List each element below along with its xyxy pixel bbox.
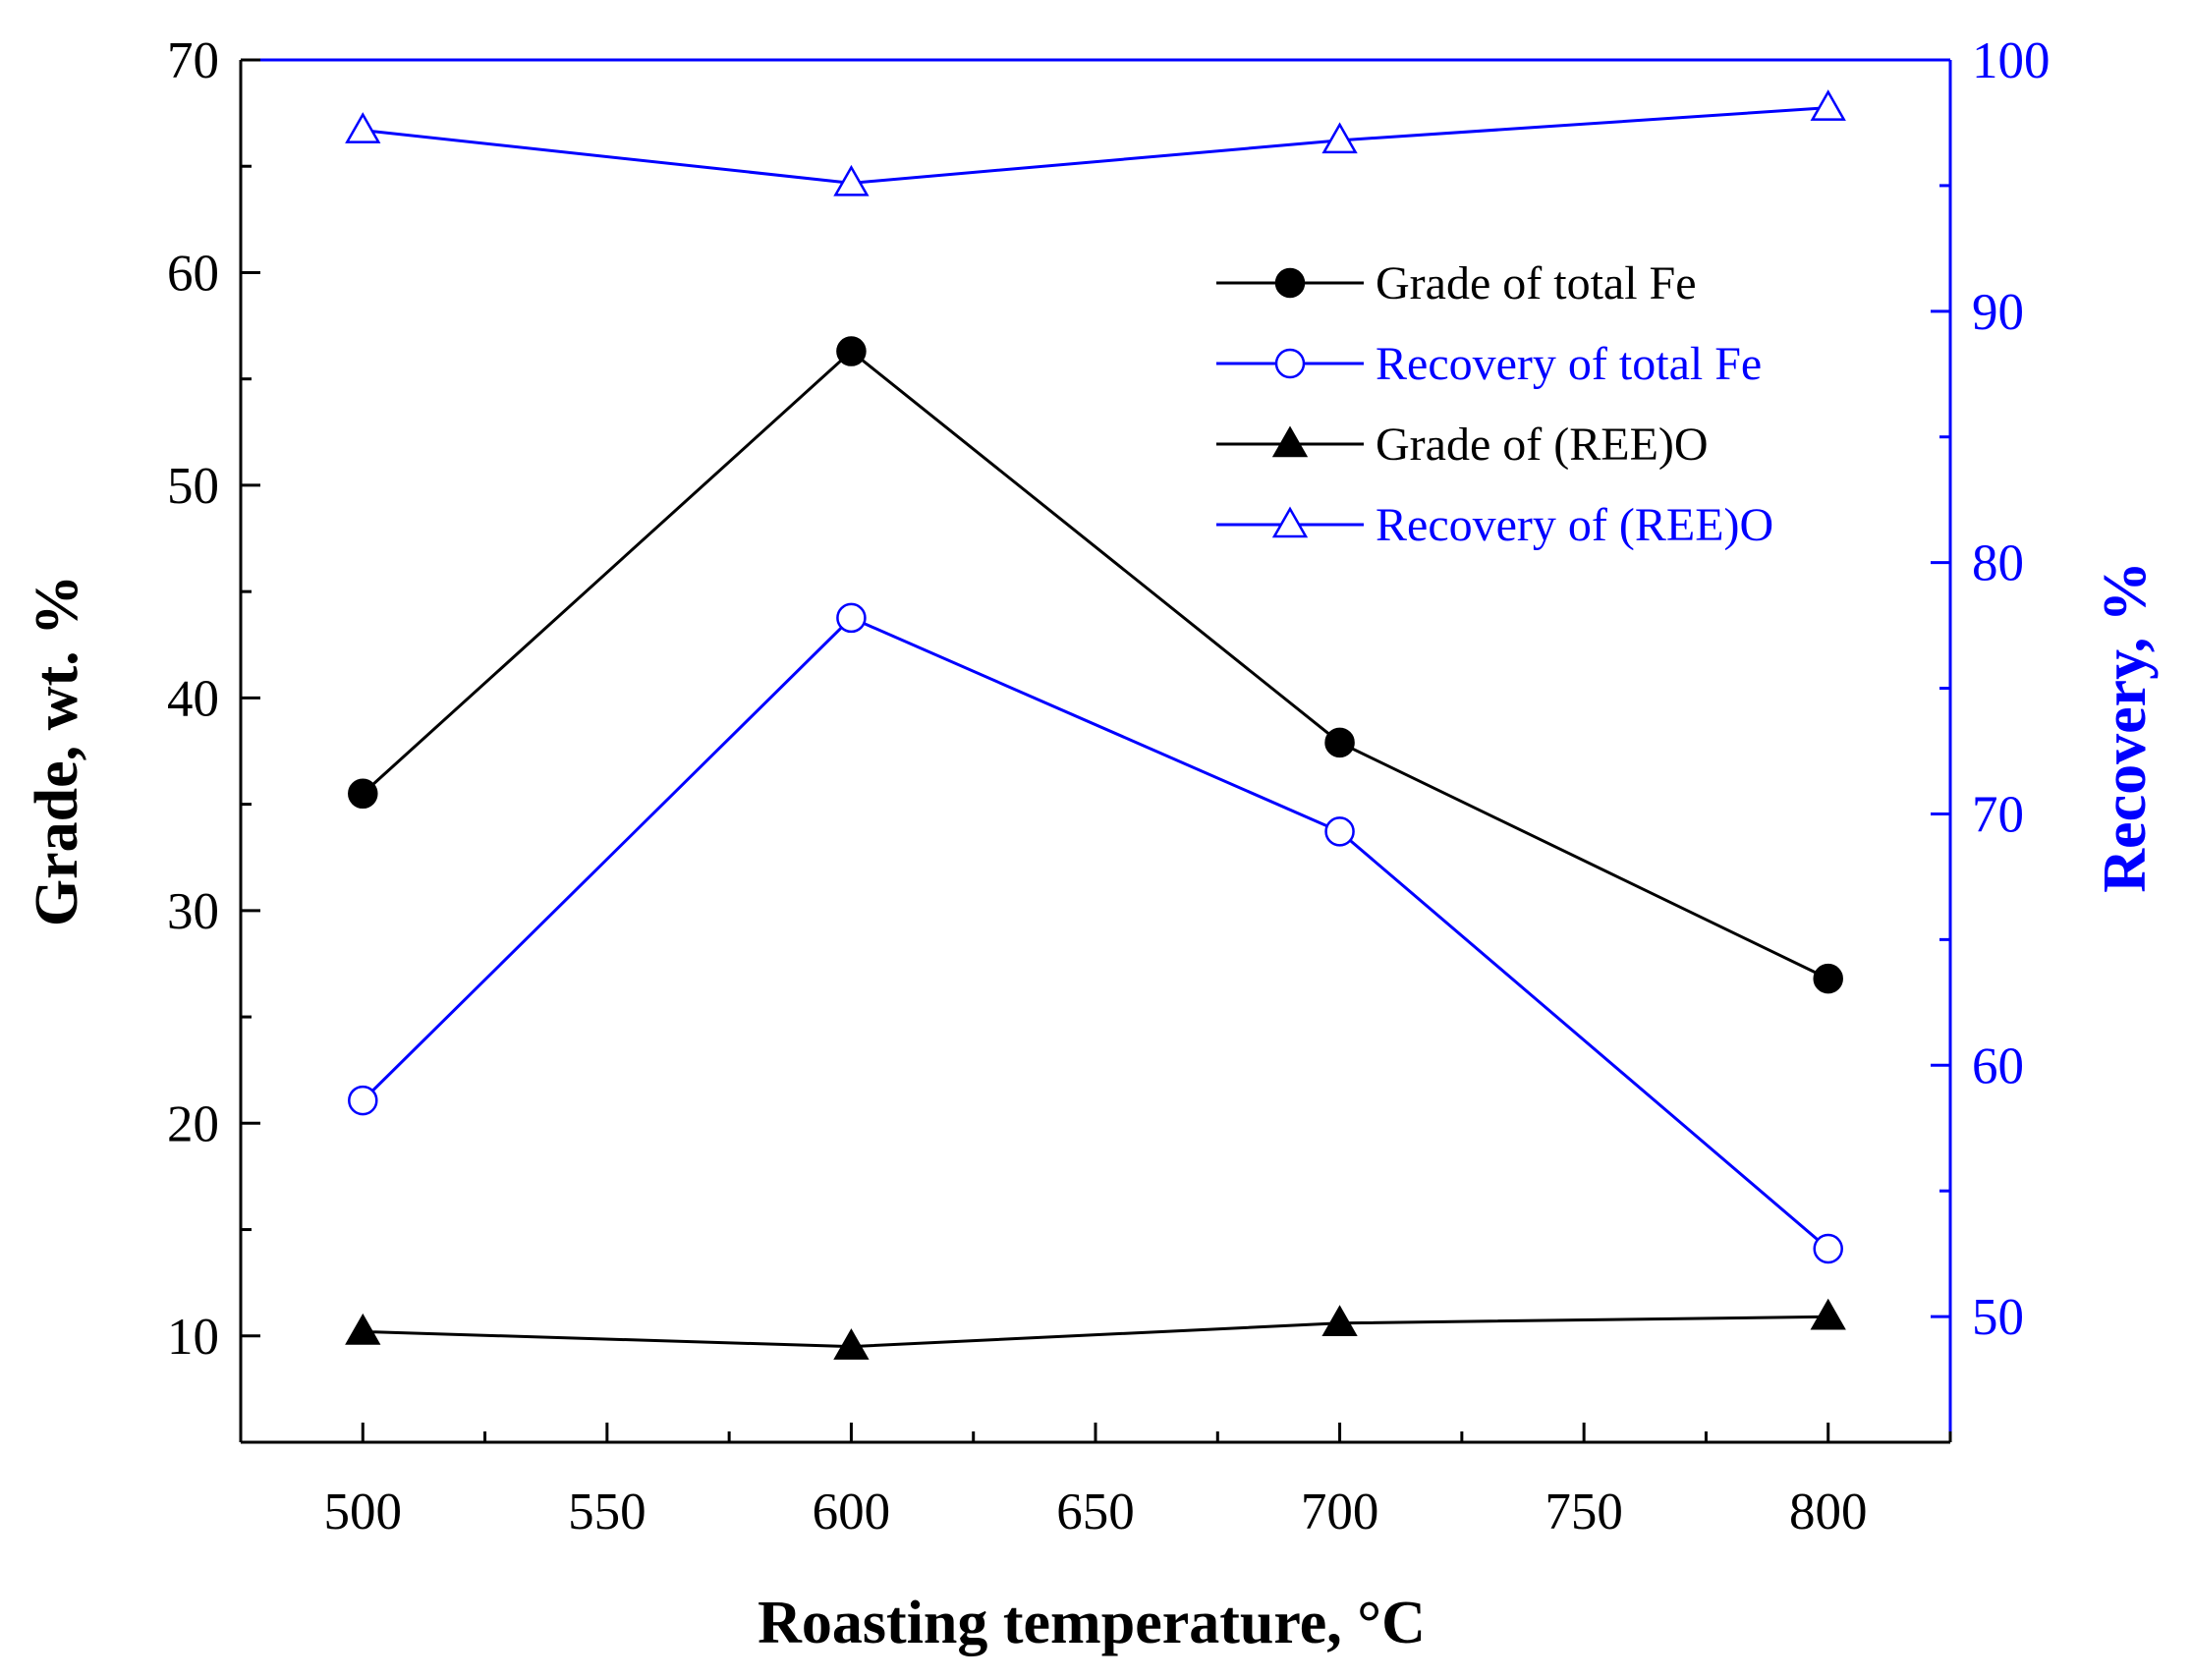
data-point (1324, 727, 1355, 758)
y-left-tick-label: 20 (167, 1095, 219, 1152)
x-tick-label: 800 (1789, 1484, 1868, 1540)
y-axis-right: 50 60 70 80 90 100 (1931, 32, 2051, 1346)
x-axis: 500 550 600 650 700 750 800 (239, 1423, 1952, 1540)
data-point (1813, 1233, 1843, 1264)
x-tick-label: 650 (1056, 1484, 1135, 1540)
data-point (348, 1085, 378, 1116)
series-layer (345, 89, 1846, 1360)
data-point (1324, 816, 1355, 847)
y-axis-left: 10 20 30 40 50 60 70 (167, 32, 260, 1366)
x-tick-label: 750 (1545, 1484, 1623, 1540)
data-point (348, 778, 378, 810)
y-left-tick-label: 10 (167, 1309, 219, 1366)
data-point (1321, 122, 1358, 154)
y-right-tick-label: 90 (1972, 284, 2024, 341)
x-tick-label: 550 (568, 1484, 646, 1540)
data-point (1810, 1298, 1846, 1330)
series-1 (348, 336, 1843, 994)
y-left-tick-label: 50 (167, 458, 219, 515)
data-point (1810, 89, 1846, 121)
legend-marker (1274, 348, 1306, 379)
y-right-tick-label: 80 (1972, 535, 2024, 592)
data-point (833, 1328, 870, 1360)
legend-marker (1271, 506, 1309, 538)
series-line (363, 106, 1828, 185)
series-line (362, 349, 1829, 980)
legend-label: Recovery of total Fe (1376, 338, 1762, 390)
series-line (362, 616, 1829, 1251)
legend-label: Recovery of (REE)O (1376, 499, 1773, 551)
legend-item: Recovery of (REE)O (1216, 499, 1773, 551)
series-line (363, 1315, 1828, 1349)
legend-item: Recovery of total Fe (1216, 338, 1762, 390)
data-point (836, 602, 867, 634)
y-right-tick-label: 70 (1972, 786, 2024, 843)
y-right-tick-label: 60 (1972, 1037, 2024, 1094)
series-3 (345, 1298, 1846, 1360)
data-point (836, 336, 867, 366)
x-tick-label: 500 (324, 1484, 403, 1540)
legend-item: Grade of total Fe (1216, 257, 1697, 309)
legend-item: Grade of (REE)O (1216, 419, 1709, 471)
legend-label: Grade of total Fe (1376, 257, 1697, 309)
y-left-tick-label: 30 (167, 883, 219, 940)
y-left-tick-label: 40 (167, 670, 219, 727)
legend-label: Grade of (REE)O (1376, 419, 1709, 471)
y-axis-left-title: Grade, wt. % (24, 575, 90, 926)
data-point (1321, 1305, 1358, 1337)
series-2 (348, 602, 1843, 1264)
data-point (345, 1313, 381, 1345)
data-point (345, 112, 381, 143)
x-tick-label: 700 (1301, 1484, 1379, 1540)
x-axis-title: Roasting temperature, °C (758, 1590, 1426, 1656)
y-right-tick-label: 100 (1972, 32, 2051, 89)
data-point (1813, 963, 1843, 994)
legend-marker (1274, 267, 1306, 299)
legend: Grade of total Fe Recovery of total Fe Gra… (1216, 257, 1773, 551)
y-left-tick-label: 60 (167, 245, 219, 302)
y-axis-right-title: Recovery, % (2092, 561, 2159, 892)
series-4 (345, 89, 1846, 196)
y-left-tick-label: 70 (167, 32, 219, 89)
x-tick-label: 600 (813, 1484, 891, 1540)
data-point (833, 164, 870, 196)
y-right-tick-label: 50 (1972, 1289, 2024, 1346)
legend-marker (1271, 425, 1309, 458)
